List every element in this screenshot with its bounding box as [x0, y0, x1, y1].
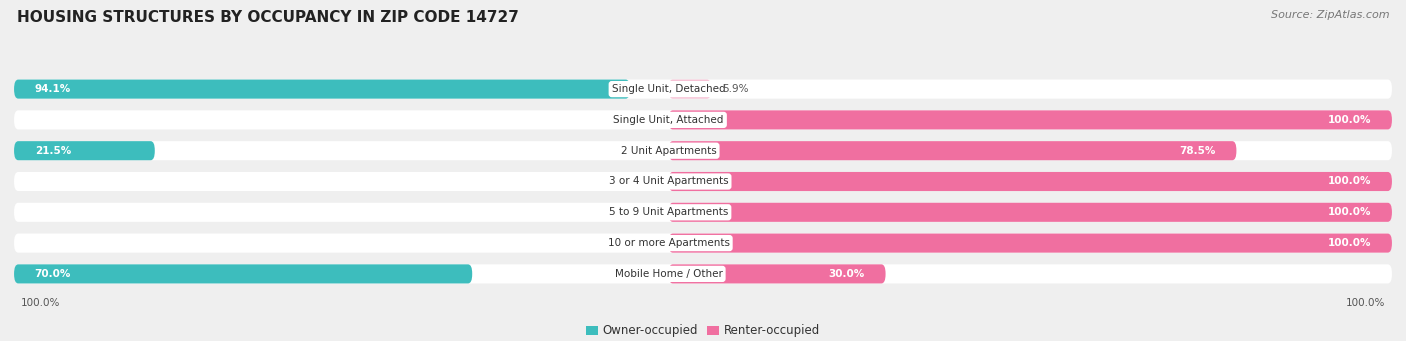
FancyBboxPatch shape [669, 172, 1392, 191]
Text: 100.0%: 100.0% [1327, 238, 1371, 248]
Legend: Owner-occupied, Renter-occupied: Owner-occupied, Renter-occupied [586, 324, 820, 337]
Text: 30.0%: 30.0% [828, 269, 865, 279]
FancyBboxPatch shape [14, 172, 1392, 191]
Text: Single Unit, Attached: Single Unit, Attached [613, 115, 724, 125]
Text: 78.5%: 78.5% [1180, 146, 1216, 156]
Text: 10 or more Apartments: 10 or more Apartments [607, 238, 730, 248]
FancyBboxPatch shape [669, 110, 1392, 130]
FancyBboxPatch shape [14, 110, 1392, 130]
Text: Mobile Home / Other: Mobile Home / Other [614, 269, 723, 279]
Text: HOUSING STRUCTURES BY OCCUPANCY IN ZIP CODE 14727: HOUSING STRUCTURES BY OCCUPANCY IN ZIP C… [17, 10, 519, 25]
Text: 100.0%: 100.0% [21, 298, 60, 308]
Text: Single Unit, Detached: Single Unit, Detached [612, 84, 725, 94]
Text: 100.0%: 100.0% [1346, 298, 1385, 308]
Text: 21.5%: 21.5% [35, 146, 70, 156]
Text: 2 Unit Apartments: 2 Unit Apartments [620, 146, 717, 156]
FancyBboxPatch shape [669, 79, 711, 99]
FancyBboxPatch shape [669, 141, 1236, 160]
Text: Source: ZipAtlas.com: Source: ZipAtlas.com [1271, 10, 1389, 20]
FancyBboxPatch shape [14, 141, 155, 160]
Text: 100.0%: 100.0% [1327, 177, 1371, 187]
Text: 100.0%: 100.0% [1327, 115, 1371, 125]
FancyBboxPatch shape [14, 79, 630, 99]
FancyBboxPatch shape [14, 264, 1392, 283]
Text: 5 to 9 Unit Apartments: 5 to 9 Unit Apartments [609, 207, 728, 217]
FancyBboxPatch shape [669, 264, 886, 283]
FancyBboxPatch shape [14, 264, 472, 283]
FancyBboxPatch shape [14, 141, 1392, 160]
Text: 94.1%: 94.1% [35, 84, 70, 94]
FancyBboxPatch shape [669, 234, 1392, 253]
FancyBboxPatch shape [669, 203, 1392, 222]
FancyBboxPatch shape [14, 79, 1392, 99]
Text: 5.9%: 5.9% [723, 84, 749, 94]
FancyBboxPatch shape [14, 203, 1392, 222]
Text: 3 or 4 Unit Apartments: 3 or 4 Unit Apartments [609, 177, 728, 187]
Text: 70.0%: 70.0% [35, 269, 72, 279]
Text: 100.0%: 100.0% [1327, 207, 1371, 217]
FancyBboxPatch shape [14, 234, 1392, 253]
